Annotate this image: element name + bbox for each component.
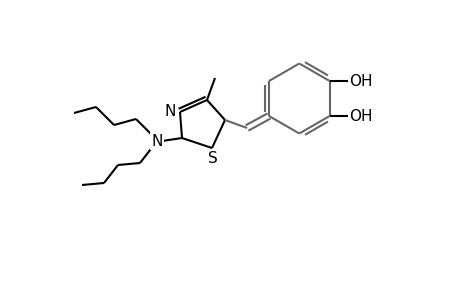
Text: S: S (207, 151, 218, 166)
Text: N: N (151, 134, 162, 148)
Text: OH: OH (349, 74, 372, 88)
Text: OH: OH (349, 109, 372, 124)
Text: N: N (164, 103, 175, 118)
